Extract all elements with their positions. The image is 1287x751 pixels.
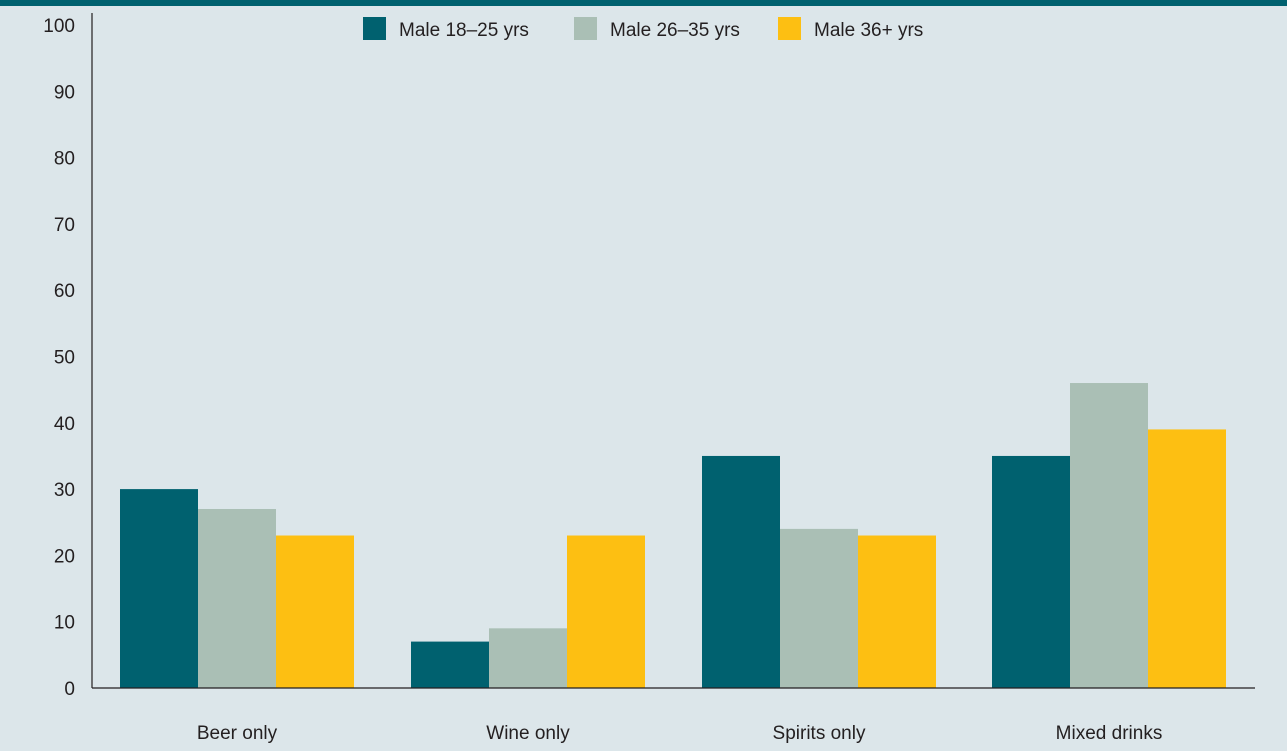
- x-category-label: Wine only: [486, 723, 570, 744]
- y-tick-label: 80: [54, 149, 75, 170]
- bar: [198, 508, 276, 688]
- y-tick-label: 60: [54, 281, 75, 302]
- x-category-label: Spirits only: [773, 723, 866, 744]
- bars: [120, 383, 1226, 688]
- y-tick-label: 50: [54, 348, 75, 369]
- y-tick-label: 10: [54, 613, 75, 634]
- y-tick-label: 20: [54, 546, 75, 567]
- legend-swatch: [363, 17, 386, 40]
- y-tick-label: 40: [54, 414, 75, 435]
- legend-label: Male 18–25 yrs: [399, 20, 529, 41]
- bar: [780, 528, 858, 688]
- x-category-label: Beer only: [197, 723, 278, 744]
- bar: [489, 628, 567, 688]
- y-tick-label: 100: [43, 16, 75, 37]
- y-axis: 0 10 20 30 40 50 60 70 80 90 100: [43, 13, 93, 700]
- legend-swatch: [574, 17, 597, 40]
- bar: [276, 535, 354, 688]
- x-category-label: Mixed drinks: [1056, 723, 1163, 744]
- bar: [858, 535, 936, 688]
- legend: Male 18–25 yrs Male 26–35 yrs Male 36+ yrs: [363, 17, 923, 41]
- bar: [567, 535, 645, 688]
- legend-label: Male 26–35 yrs: [610, 20, 740, 41]
- bar: [411, 641, 489, 688]
- y-tick-label: 30: [54, 480, 75, 501]
- legend-label: Male 36+ yrs: [814, 20, 923, 41]
- legend-swatch: [778, 17, 801, 40]
- top-accent-bar: [0, 0, 1287, 6]
- y-tick-label: 0: [64, 679, 75, 700]
- bar: [992, 455, 1070, 688]
- bar: [1070, 383, 1148, 688]
- y-tick-label: 70: [54, 215, 75, 236]
- y-tick-label: 90: [54, 82, 75, 103]
- bar: [1148, 429, 1226, 688]
- bar: [120, 489, 198, 688]
- x-axis: Beer only Wine only Spirits only Mixed drin…: [92, 687, 1255, 744]
- bar: [702, 455, 780, 688]
